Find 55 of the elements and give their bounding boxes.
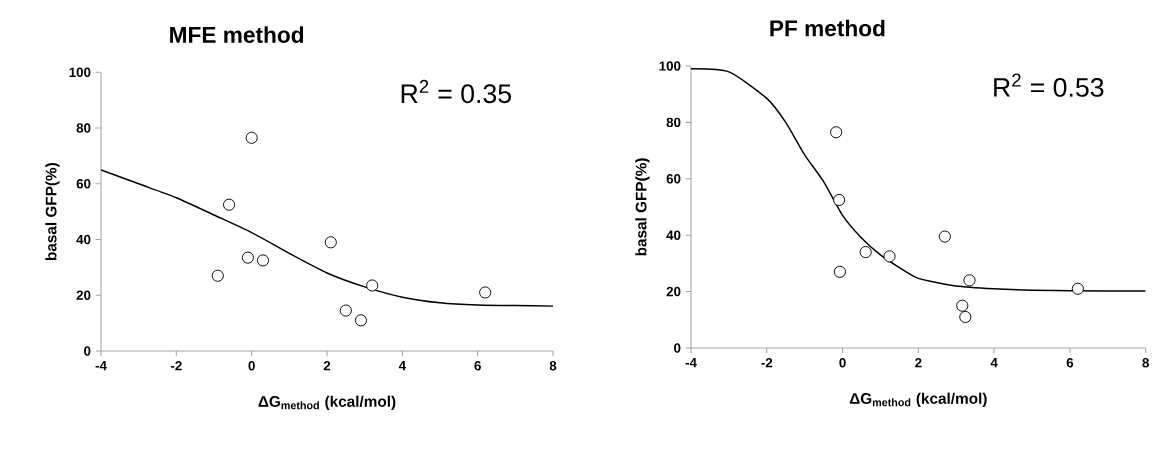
y-tick-label: 40 bbox=[666, 230, 681, 240]
x-axis-title: ΔG$_{method}$ (kcal/mol) bbox=[258, 395, 396, 410]
x-tick-label: -4 bbox=[95, 361, 107, 371]
y-tick-label: 20 bbox=[666, 286, 681, 297]
y-tick-label: 20 bbox=[76, 290, 91, 300]
line-series bbox=[101, 169, 554, 307]
point bbox=[1071, 282, 1084, 295]
point bbox=[223, 198, 236, 211]
point bbox=[830, 126, 843, 139]
point bbox=[366, 279, 379, 292]
x-tick-label: 2 bbox=[323, 361, 331, 371]
point bbox=[833, 265, 846, 278]
x-tick-label: 8 bbox=[549, 361, 557, 371]
x-tick-label: 6 bbox=[1066, 358, 1074, 368]
point bbox=[938, 230, 951, 243]
point bbox=[833, 193, 846, 207]
point bbox=[859, 246, 872, 259]
y-axis-title: basal GFP(%) bbox=[635, 158, 650, 256]
y-tick-label: 60 bbox=[666, 174, 681, 184]
x-axis-title: ΔG$_{method}$ (kcal/mol) bbox=[849, 392, 987, 407]
y-tick-label: 40 bbox=[76, 234, 91, 245]
y-tick-label: 0 bbox=[674, 343, 681, 353]
point bbox=[883, 250, 896, 263]
point bbox=[241, 251, 254, 264]
point bbox=[956, 299, 969, 312]
point bbox=[479, 286, 492, 299]
x-tick-label: -4 bbox=[685, 358, 697, 368]
x-tick-label: -2 bbox=[761, 358, 773, 368]
point bbox=[256, 254, 270, 267]
y-tick-label: 0 bbox=[84, 346, 91, 356]
x-tick-label: 2 bbox=[915, 358, 922, 368]
chart-title: MFE method bbox=[170, 26, 304, 43]
point bbox=[959, 310, 972, 324]
chart-title: PF method bbox=[770, 19, 885, 37]
y-tick-label: 80 bbox=[666, 117, 681, 128]
x-tick-label: 4 bbox=[398, 361, 406, 371]
x-tick-label: 4 bbox=[990, 358, 998, 368]
x-tick-label: 8 bbox=[1142, 358, 1149, 368]
point bbox=[339, 304, 352, 317]
point bbox=[211, 269, 224, 282]
annotation: R$^{2}$ = 0.35 bbox=[401, 79, 511, 104]
point bbox=[354, 314, 367, 327]
x-tick-label: 0 bbox=[839, 358, 846, 368]
y-tick-label: 100 bbox=[69, 67, 91, 78]
annotation: R$^{2}$ = 0.53 bbox=[994, 73, 1104, 97]
y-tick-label: 60 bbox=[76, 179, 91, 189]
y-tick-label: 100 bbox=[659, 61, 681, 71]
x-tick-label: -2 bbox=[170, 361, 182, 371]
y-tick-label: 80 bbox=[76, 123, 91, 133]
x-tick-label: 6 bbox=[474, 361, 481, 371]
x-tick-label: 0 bbox=[248, 361, 255, 371]
point bbox=[245, 131, 258, 144]
point bbox=[324, 236, 337, 249]
y-axis-title: basal GFP(%) bbox=[45, 163, 60, 261]
point bbox=[963, 274, 976, 287]
